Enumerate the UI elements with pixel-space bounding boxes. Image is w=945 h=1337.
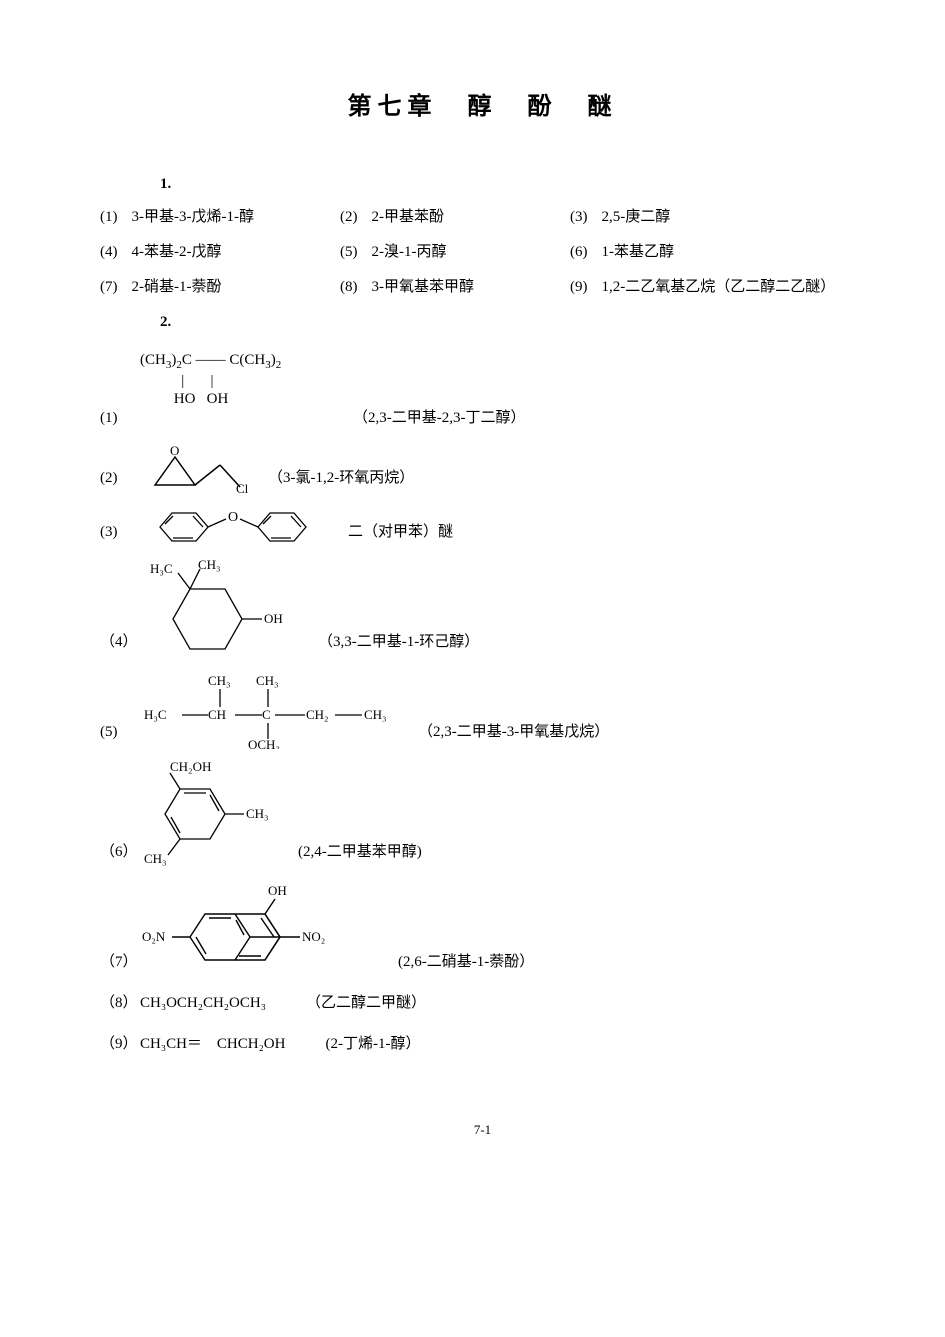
q2-item: （8） CH₃OCH₂CH₂OCH₃ （乙二醇二甲醚） — [100, 993, 865, 1020]
q2-list: (CH3)2C —— C(CH3)2 | | HO OH (1) （2,3-二甲… — [100, 351, 865, 1061]
svg-text:Cl: Cl — [236, 481, 249, 495]
structure-2: O Cl — [140, 445, 250, 495]
svg-text:H₃C: H₃C — [144, 707, 167, 722]
structure-5: H₃C CH C CH₂ CH₃ CH₃ CH₃ OCH₃ — [140, 669, 400, 749]
svg-text:OCH₃: OCH₃ — [248, 737, 280, 749]
q1-item: (7) 2-硝基-1-萘酚 — [100, 277, 340, 298]
q2-item: (3) O — [100, 505, 865, 549]
item-text: 3-甲基-3-戊烯-1-醇 — [132, 207, 254, 228]
svg-text:H₃C: H₃C — [150, 561, 173, 576]
structure-6: CH₂OH CH₃ CH₃ — [140, 759, 280, 869]
q2-item: (2) O Cl （3-氯-1,2-环氧丙烷） — [100, 445, 865, 495]
item-num: (4) — [100, 242, 118, 263]
item-text: 3-甲氧基苯甲醇 — [372, 277, 475, 298]
q2-item: （4） H₃C CH₃ OH （3,3-二甲基-1-环己醇） — [100, 559, 865, 659]
answer-text: （3,3-二甲基-1-环己醇） — [318, 632, 479, 653]
item-num: （9） — [100, 1034, 140, 1055]
svg-text:C: C — [262, 707, 271, 722]
item-num: （8） — [100, 993, 140, 1014]
q1-list: (1) 3-甲基-3-戊烯-1-醇 (2) 2-甲基苯酚 (3) 2,5-庚二醇… — [100, 207, 865, 298]
svg-text:CH₃: CH₃ — [246, 806, 269, 821]
svg-text:O: O — [170, 445, 179, 458]
answer-text: 二（对甲苯）醚 — [348, 522, 453, 543]
svg-text:CH₂OH: CH₂OH — [170, 759, 211, 774]
q2-item: （6） CH₂OH CH₃ CH₃ (2,4-二甲基苯甲醇) — [100, 759, 865, 869]
item-num: (7) — [100, 277, 118, 298]
page-number: 7-1 — [100, 1121, 865, 1139]
item-text: 2,5-庚二醇 — [602, 207, 671, 228]
q1-item: (6) 1-苯基乙醇 — [570, 242, 865, 263]
q2-item: （7） — [100, 879, 865, 979]
answer-text: （乙二醇二甲醚） — [306, 993, 426, 1014]
svg-text:O₂N: O₂N — [142, 929, 166, 944]
svg-text:CH: CH — [208, 707, 226, 722]
item-num: (3) — [570, 207, 588, 228]
section-2-number: 2. — [160, 312, 865, 333]
item-num: （4） — [100, 632, 140, 653]
svg-text:CH₂: CH₂ — [306, 707, 329, 722]
structure-7: OH NO₂ O₂N — [140, 879, 380, 979]
q1-item: (1) 3-甲基-3-戊烯-1-醇 — [100, 207, 340, 228]
item-num: (5) — [340, 242, 358, 263]
q1-item: (5) 2-溴-1-丙醇 — [340, 242, 570, 263]
q1-item: (2) 2-甲基苯酚 — [340, 207, 570, 228]
svg-text:O: O — [228, 510, 238, 525]
answer-text: （3-氯-1,2-环氧丙烷） — [268, 468, 414, 489]
svg-text:CH₃: CH₃ — [256, 673, 279, 688]
item-text: 2-溴-1-丙醇 — [372, 242, 447, 263]
structure-4: H₃C CH₃ OH — [140, 559, 300, 659]
q1-item: (8) 3-甲氧基苯甲醇 — [340, 277, 570, 298]
structure-8: CH₃OCH₂CH₂OCH₃ — [140, 993, 266, 1014]
item-num: (9) — [570, 277, 588, 298]
answer-text: (2-丁烯-1-醇） — [325, 1034, 420, 1055]
item-num: (2) — [100, 468, 140, 489]
svg-text:NO₂: NO₂ — [302, 929, 325, 944]
item-text: 4-苯基-2-戊醇 — [132, 242, 222, 263]
svg-text:CH₃: CH₃ — [364, 707, 387, 722]
section-1-number: 1. — [160, 174, 865, 195]
structure-1: (CH3)2C —— C(CH3)2 | | HO OH — [140, 351, 865, 408]
q1-item: (3) 2,5-庚二醇 — [570, 207, 865, 228]
chapter-title: 第七章 醇 酚 醚 — [100, 90, 865, 124]
structure-3: O — [140, 505, 330, 549]
answer-text: （2,3-二甲基-3-甲氧基戊烷） — [418, 722, 609, 743]
item-text: 1,2-二乙氧基乙烷（乙二醇二乙醚） — [602, 277, 836, 298]
item-num: (8) — [340, 277, 358, 298]
q1-row: (1) 3-甲基-3-戊烯-1-醇 (2) 2-甲基苯酚 (3) 2,5-庚二醇 — [100, 207, 865, 228]
answer-text: （2,3-二甲基-2,3-丁二醇） — [353, 408, 526, 429]
item-num: （7） — [100, 952, 140, 973]
svg-text:CH₃: CH₃ — [208, 673, 231, 688]
item-num: (3) — [100, 522, 140, 543]
svg-text:OH: OH — [264, 611, 283, 626]
answer-text: (2,6-二硝基-1-萘酚） — [398, 952, 534, 973]
item-num: (2) — [340, 207, 358, 228]
item-num: (5) — [100, 722, 140, 743]
q1-row: (4) 4-苯基-2-戊醇 (5) 2-溴-1-丙醇 (6) 1-苯基乙醇 — [100, 242, 865, 263]
q1-row: (7) 2-硝基-1-萘酚 (8) 3-甲氧基苯甲醇 (9) 1,2-二乙氧基乙… — [100, 277, 865, 298]
structure-9: CH₃CH＝ CHCH₂OH — [140, 1034, 285, 1055]
item-text: 2-硝基-1-萘酚 — [132, 277, 222, 298]
item-num: (1) — [100, 207, 118, 228]
svg-text:CH₃: CH₃ — [144, 851, 167, 866]
answer-text: (2,4-二甲基苯甲醇) — [298, 842, 422, 863]
item-num: (6) — [570, 242, 588, 263]
item-num: （6） — [100, 842, 140, 863]
item-text: 2-甲基苯酚 — [372, 207, 445, 228]
q1-item: (4) 4-苯基-2-戊醇 — [100, 242, 340, 263]
q2-item: (1) （2,3-二甲基-2,3-丁二醇） — [100, 408, 865, 435]
svg-text:OH: OH — [268, 883, 287, 898]
item-text: 1-苯基乙醇 — [602, 242, 675, 263]
item-num: (1) — [100, 408, 140, 429]
q1-item: (9) 1,2-二乙氧基乙烷（乙二醇二乙醚） — [570, 277, 865, 298]
svg-text:CH₃: CH₃ — [198, 559, 221, 572]
q2-item: (5) H₃C CH C CH₂ CH₃ CH₃ CH₃ — [100, 669, 865, 749]
q2-item: （9） CH₃CH＝ CHCH₂OH (2-丁烯-1-醇） — [100, 1034, 865, 1061]
